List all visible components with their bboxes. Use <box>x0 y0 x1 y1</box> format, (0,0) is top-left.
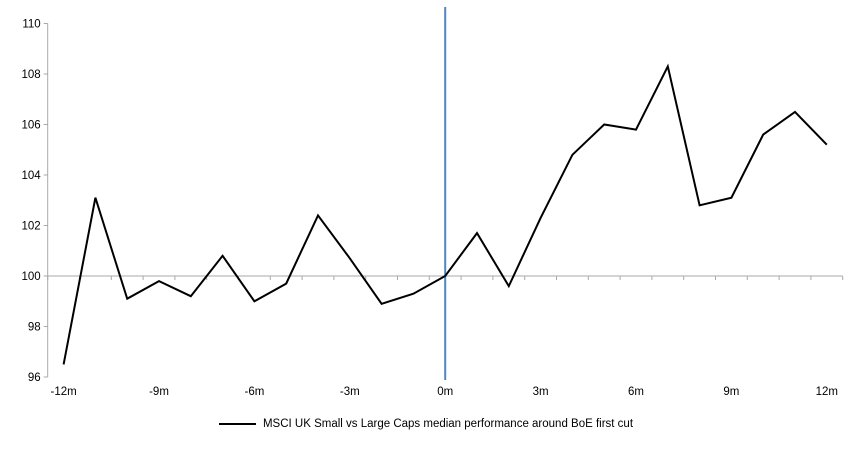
legend-label: MSCI UK Small vs Large Caps median perfo… <box>262 418 634 430</box>
y-tick-label: 98 <box>28 322 41 334</box>
legend-line-swatch <box>218 423 256 425</box>
y-tick-label: 100 <box>22 271 41 283</box>
y-tick-label: 104 <box>22 170 42 182</box>
x-tick-label: 6m <box>628 386 644 398</box>
x-tick-label: -12m <box>50 386 76 398</box>
x-tick-label: -9m <box>149 386 169 398</box>
x-tick-label: 0m <box>437 386 453 398</box>
x-tick-label: 3m <box>533 386 549 398</box>
y-tick-label: 102 <box>22 221 41 233</box>
y-tick-label: 110 <box>22 19 40 31</box>
x-tick-label: 9m <box>723 386 739 398</box>
y-tick-label: 96 <box>28 372 41 384</box>
x-tick-label: -6m <box>244 386 264 398</box>
legend: MSCI UK Small vs Large Caps median perfo… <box>0 418 852 430</box>
y-tick-label: 108 <box>22 69 41 81</box>
x-tick-label: -3m <box>340 386 360 398</box>
x-tick-label: 12m <box>816 386 838 398</box>
y-tick-label: 106 <box>22 120 41 132</box>
series-line <box>62 63 828 365</box>
